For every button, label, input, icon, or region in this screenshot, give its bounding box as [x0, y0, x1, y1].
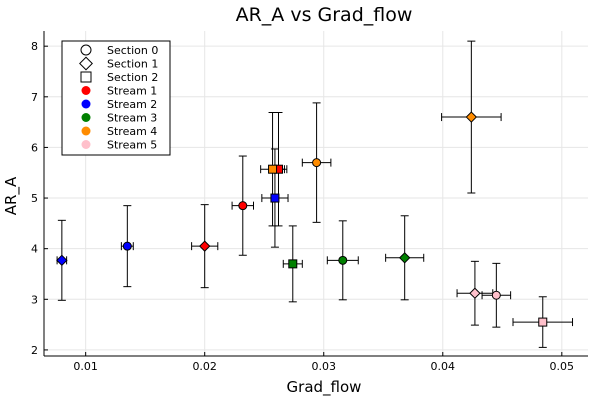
legend-symbol — [80, 44, 92, 56]
x-tick-label: 0.01 — [73, 360, 98, 373]
x-tick-label: 0.03 — [311, 360, 336, 373]
axes — [43, 31, 588, 357]
data-points — [56, 111, 548, 327]
x-axis-label: Grad_flow — [287, 378, 362, 397]
x-tick-label: 0.04 — [431, 360, 456, 373]
legend-label: Section 0 — [107, 44, 158, 57]
y-tick-label: 5 — [31, 192, 38, 205]
legend-symbol — [81, 99, 91, 109]
legend-label: Stream 2 — [107, 98, 157, 111]
legend-symbol — [80, 71, 92, 83]
data-point — [398, 252, 411, 264]
x-tick-label: 0.02 — [192, 360, 217, 373]
legend-box — [61, 40, 171, 156]
y-axis-label: AR_A — [2, 176, 21, 215]
legend-symbol — [81, 113, 91, 122]
legend-label: Stream 3 — [107, 112, 157, 125]
legend-label: Stream 5 — [107, 139, 157, 152]
data-point — [288, 259, 298, 269]
data-point — [338, 255, 348, 265]
x-tick-label: 0.05 — [550, 360, 575, 373]
legend-symbol — [81, 126, 91, 136]
y-tick-label: 8 — [31, 40, 38, 53]
data-point — [270, 193, 280, 203]
data-point — [198, 240, 211, 252]
data-point — [469, 287, 481, 299]
y-tick-label: 4 — [31, 243, 38, 256]
data-point — [122, 241, 132, 251]
data-point — [491, 290, 501, 300]
data-point — [56, 254, 68, 267]
legend-label: Stream 4 — [107, 125, 157, 138]
y-tick-label: 3 — [31, 293, 38, 306]
legend-label: Section 1 — [107, 58, 158, 71]
y-tick-label: 7 — [31, 91, 38, 104]
legend-symbol — [81, 86, 91, 95]
data-point — [238, 201, 248, 211]
data-point — [538, 317, 548, 327]
legend-symbol — [81, 140, 91, 149]
legend-label: Stream 1 — [107, 85, 157, 98]
y-tick-label: 2 — [31, 344, 38, 357]
data-point — [268, 164, 278, 174]
legend-symbol — [79, 56, 93, 71]
y-tick-label: 6 — [31, 141, 38, 154]
chart-title: AR_A vs Grad_flow — [236, 4, 413, 26]
data-point — [312, 158, 322, 168]
legend-label: Section 2 — [107, 71, 158, 84]
tick-labels: 0.01 0.02 0.03 0.04 0.05 2 3 4 5 6 7 8 — [31, 40, 574, 373]
data-point — [465, 111, 478, 123]
